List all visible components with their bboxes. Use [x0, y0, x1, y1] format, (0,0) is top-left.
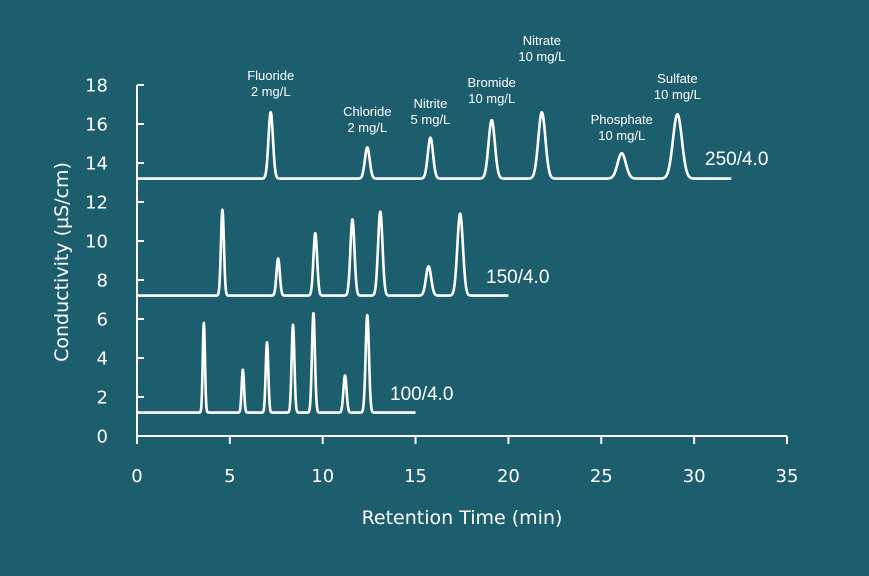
peak-amount-fluoride: 2 mg/L [251, 84, 291, 99]
y-tick-label: 12 [85, 193, 108, 214]
series-label: 150/4.0 [486, 267, 549, 288]
peak-label-sulfate: Sulfate [657, 71, 697, 86]
series-label: 250/4.0 [705, 149, 768, 170]
y-tick-label: 0 [97, 427, 108, 448]
series-label: 100/4.0 [390, 384, 453, 405]
y-tick-label: 14 [85, 154, 108, 175]
y-tick-label: 10 [85, 232, 108, 253]
y-tick-label: 18 [85, 76, 108, 97]
y-tick-label: 16 [85, 115, 108, 136]
traces: 250/4.0 150/4.0 100/4.0 [135, 111, 768, 414]
x-tick-label: 5 [224, 466, 235, 487]
trace-250-4-0 [135, 111, 733, 180]
x-tick-label: 0 [131, 466, 142, 487]
peak-amount-nitrite: 5 mg/L [411, 112, 451, 127]
peak-label-nitrite: Nitrite [413, 96, 447, 111]
peak-amount-sulfate: 10 mg/L [654, 87, 701, 102]
peak-label-fluoride: Fluoride [247, 68, 294, 83]
peak-label-phosphate: Phosphate [591, 112, 653, 127]
y-tick-label: 4 [97, 349, 108, 370]
x-tick-label: 25 [590, 466, 613, 487]
peak-label-chloride: Chloride [343, 104, 391, 119]
x-tick-label: 10 [311, 466, 334, 487]
peak-amount-nitrate: 10 mg/L [518, 49, 565, 64]
y-tick-label: 6 [97, 310, 108, 331]
y-tick-label: 2 [97, 388, 108, 409]
y-tick-label: 8 [97, 271, 108, 292]
x-axis-title: Retention Time (min) [362, 507, 563, 529]
x-tick-label: 20 [497, 466, 520, 487]
peak-amount-bromide: 10 mg/L [468, 91, 515, 106]
axes: 0 2 4 6 8 10 12 14 16 18 0 5 10 15 20 25 30 35 [85, 76, 798, 488]
x-tick-label: 35 [776, 466, 799, 487]
x-tick-label: 30 [683, 466, 706, 487]
peak-amount-phosphate: 10 mg/L [598, 128, 645, 143]
peak-amount-chloride: 2 mg/L [347, 120, 387, 135]
y-axis-title: Conductivity (µS/cm) [51, 162, 73, 362]
peak-label-nitrate: Nitrate [523, 33, 561, 48]
peak-label-bromide: Bromide [468, 75, 516, 90]
x-tick-label: 15 [404, 466, 427, 487]
trace-150-4-0 [135, 208, 510, 297]
trace-100-4-0 [135, 311, 417, 414]
